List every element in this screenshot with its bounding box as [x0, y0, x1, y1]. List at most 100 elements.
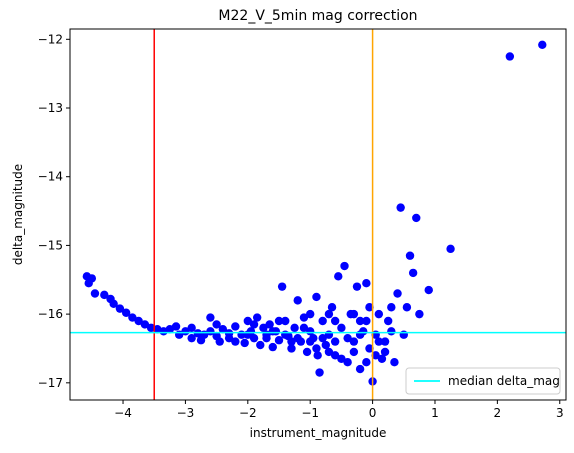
scatter-point: [115, 304, 125, 313]
scatter-point: [306, 309, 315, 319]
scatter-point: [343, 358, 352, 367]
scatter-point: [337, 323, 346, 333]
scatter-point: [287, 344, 296, 353]
y-tick-label: −16: [38, 307, 63, 321]
scatter-point: [315, 368, 324, 377]
scatter-point: [343, 333, 352, 343]
scatter-point: [277, 282, 287, 291]
legend-label: median delta_mag: [448, 374, 560, 388]
scatter-point: [505, 52, 515, 61]
scatter-point: [249, 320, 259, 329]
scatter-point: [256, 340, 265, 350]
scatter-point: [231, 337, 240, 346]
y-tick-label: −17: [38, 376, 63, 390]
scatter-point: [324, 347, 334, 357]
scatter-point: [140, 320, 150, 329]
x-tick-label: −3: [177, 406, 195, 420]
scatter-point: [324, 309, 334, 319]
scatter-point: [243, 316, 253, 326]
scatter-point: [212, 320, 221, 329]
scatter-point: [380, 347, 390, 357]
scatter-point: [290, 323, 299, 333]
x-tick-label: −1: [301, 406, 319, 420]
scatter-point: [355, 364, 365, 374]
scatter-point: [352, 282, 362, 291]
scatter-point: [187, 323, 196, 333]
scatter-point: [399, 330, 408, 339]
scatter-point: [243, 330, 253, 339]
scatter-point: [287, 337, 296, 346]
scatter-point: [402, 303, 412, 312]
y-tick-label: −14: [38, 170, 63, 184]
y-tick-label: −12: [38, 32, 63, 46]
scatter-point: [330, 316, 340, 326]
scatter-point: [100, 290, 109, 300]
scatter-point: [312, 344, 321, 353]
scatter-point: [408, 268, 418, 278]
scatter-point: [365, 303, 374, 312]
scatter-point: [281, 330, 290, 339]
scatter-point: [218, 325, 228, 334]
scatter-point: [134, 316, 143, 326]
scatter-point: [299, 323, 309, 333]
scatter-point: [330, 351, 340, 360]
scatter-point: [374, 309, 384, 319]
scatter-point: [293, 333, 302, 343]
scatter-point: [299, 313, 309, 322]
scatter-point: [274, 336, 284, 345]
scatter-point: [390, 358, 399, 367]
scatter-point: [446, 244, 455, 254]
scatter-point: [187, 333, 196, 343]
scatter-point: [252, 313, 262, 322]
scatter-point: [330, 337, 340, 346]
scatter-point: [405, 251, 415, 260]
scatter-point: [231, 322, 240, 331]
scatter-point: [355, 316, 365, 326]
scatter-point: [334, 272, 343, 281]
scatter-point: [318, 333, 327, 343]
scatter-point: [349, 309, 359, 319]
scatter-point: [374, 337, 384, 346]
scatter-point: [321, 340, 330, 350]
scatter-point: [396, 203, 405, 212]
chart-title: M22_V_5min mag correction: [218, 8, 417, 24]
axes-frame: [69, 28, 567, 401]
plot-area: [70, 29, 566, 400]
scatter-point: [355, 330, 365, 339]
scatter-point: [365, 344, 374, 353]
scatter-point: [362, 279, 371, 288]
scatter-point: [362, 358, 371, 367]
y-axis-ticks: −17 −16 −15 −14 −13 −12: [38, 32, 70, 390]
y-tick-label: −13: [38, 101, 63, 115]
scatter-point: [371, 351, 380, 360]
x-tick-label: −4: [114, 406, 132, 420]
scatter-point: [293, 296, 302, 305]
scatter-point: [377, 354, 387, 363]
scatter-point: [302, 347, 312, 357]
scatter-point: [268, 342, 277, 352]
x-tick-label: 1: [431, 406, 439, 420]
x-axis-ticks: −4 −3 −2 −1 0 1 2 3: [114, 400, 564, 420]
scatter-point: [121, 308, 131, 317]
y-axis-title: delta_magnitude: [11, 164, 25, 265]
scatter-point: [268, 327, 277, 336]
scatter-point: [380, 337, 390, 346]
scatter-point: [281, 316, 290, 326]
x-tick-label: −2: [239, 406, 257, 420]
x-axis-title: instrument_magnitude: [250, 426, 387, 440]
y-tick-label: −15: [38, 238, 63, 252]
scatter-point: [90, 289, 100, 298]
scatter-point: [146, 323, 156, 333]
scatter-point: [249, 333, 259, 343]
scatter-point: [215, 337, 224, 346]
scatter-point: [313, 351, 322, 360]
scatter-point: [206, 313, 215, 322]
scatter-point: [340, 261, 349, 271]
scatter-point: [128, 313, 137, 322]
scatter-point: [87, 274, 97, 283]
x-tick-label: 3: [556, 406, 564, 420]
legend: median delta_mag: [405, 367, 561, 395]
scatter-point: [306, 337, 315, 346]
scatter-point: [259, 323, 268, 333]
